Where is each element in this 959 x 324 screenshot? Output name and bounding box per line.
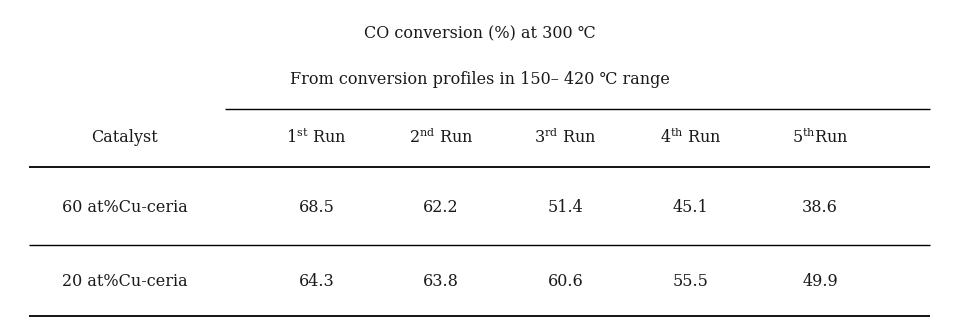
Text: $\mathregular{1}^{\mathregular{st}}$ Run: $\mathregular{1}^{\mathregular{st}}$ Run bbox=[287, 128, 346, 147]
Text: $\mathregular{5}^{\mathregular{th}}$Run: $\mathregular{5}^{\mathregular{th}}$Run bbox=[791, 128, 849, 147]
Text: CO conversion (%) at 300 ℃: CO conversion (%) at 300 ℃ bbox=[363, 26, 596, 42]
Text: 45.1: 45.1 bbox=[672, 199, 709, 216]
Text: 51.4: 51.4 bbox=[548, 199, 584, 216]
Text: From conversion profiles in 150– 420 ℃ range: From conversion profiles in 150– 420 ℃ r… bbox=[290, 71, 669, 88]
Text: 68.5: 68.5 bbox=[298, 199, 335, 216]
Text: 55.5: 55.5 bbox=[672, 273, 709, 290]
Text: 60 at%Cu-ceria: 60 at%Cu-ceria bbox=[61, 199, 188, 216]
Text: 49.9: 49.9 bbox=[802, 273, 838, 290]
Text: 64.3: 64.3 bbox=[298, 273, 335, 290]
Text: $\mathregular{4}^{\mathregular{th}}$ Run: $\mathregular{4}^{\mathregular{th}}$ Run bbox=[660, 128, 721, 147]
Text: 38.6: 38.6 bbox=[802, 199, 838, 216]
Text: $\mathregular{2}^{\mathregular{nd}}$ Run: $\mathregular{2}^{\mathregular{nd}}$ Run bbox=[409, 128, 474, 147]
Text: 60.6: 60.6 bbox=[548, 273, 584, 290]
Text: 20 at%Cu-ceria: 20 at%Cu-ceria bbox=[62, 273, 187, 290]
Text: 63.8: 63.8 bbox=[423, 273, 459, 290]
Text: Catalyst: Catalyst bbox=[91, 129, 158, 146]
Text: $\mathregular{3}^{\mathregular{rd}}$ Run: $\mathregular{3}^{\mathregular{rd}}$ Run bbox=[534, 128, 597, 147]
Text: 62.2: 62.2 bbox=[423, 199, 459, 216]
